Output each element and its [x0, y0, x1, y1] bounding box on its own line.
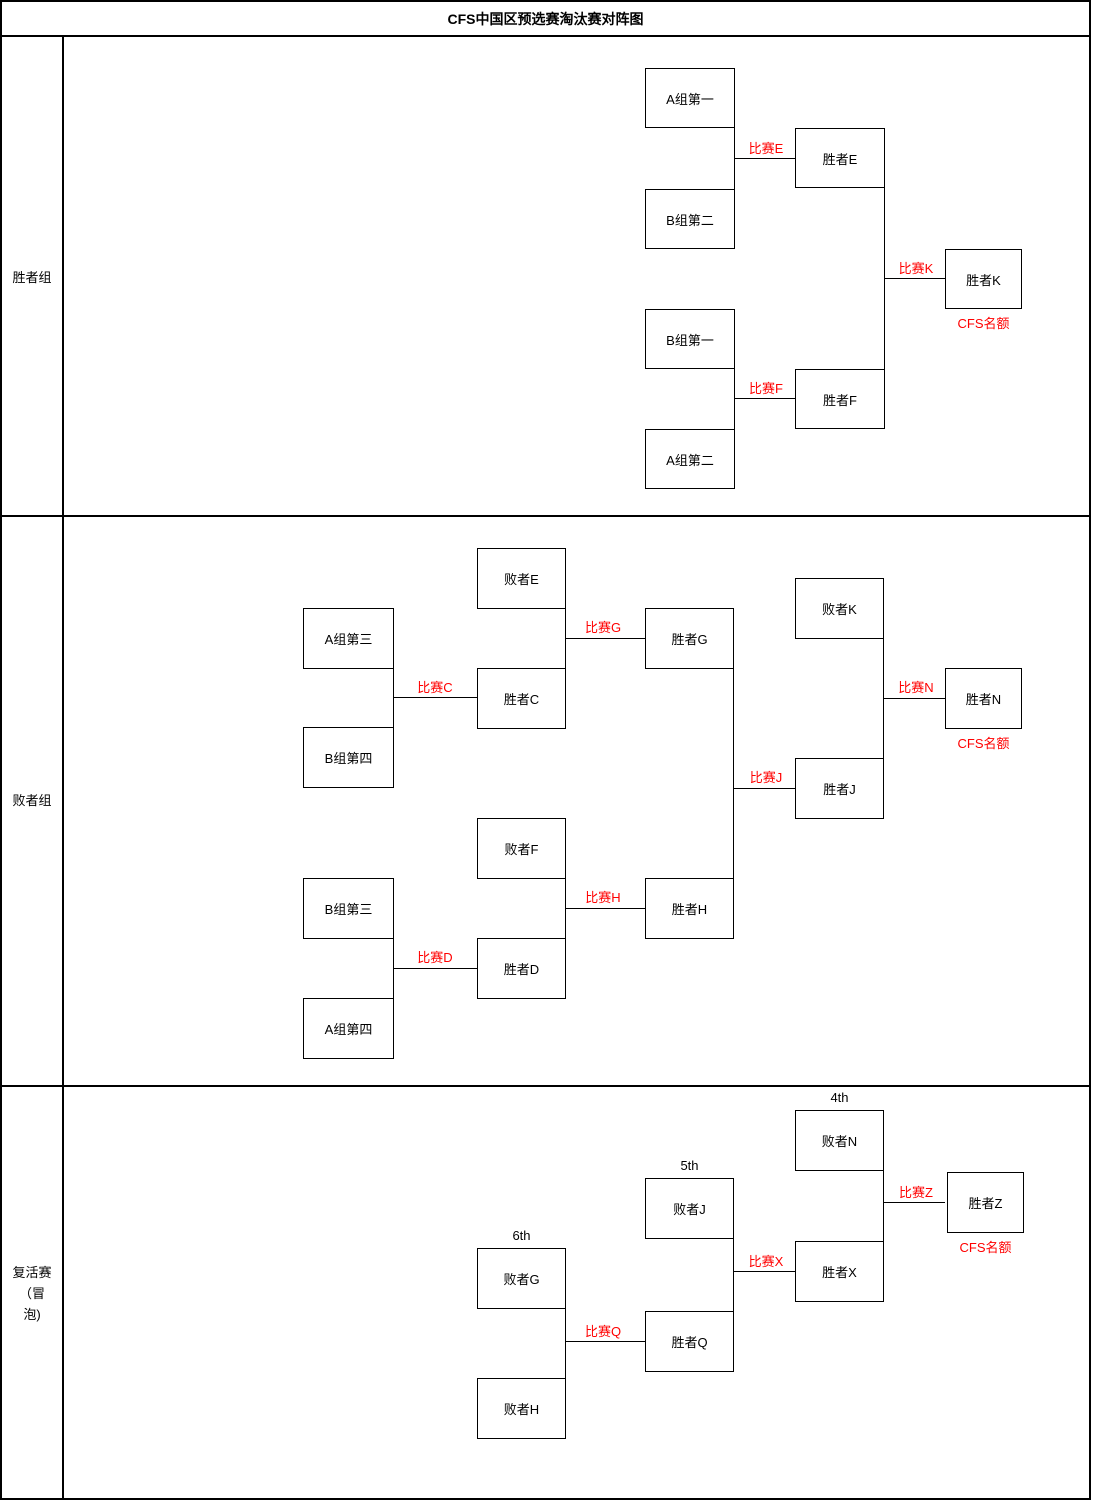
- connector-match-j-horizontal: [733, 788, 795, 789]
- bracket-box-winner-k[interactable]: 胜者K: [945, 249, 1022, 309]
- match-label-j: 比赛J: [749, 770, 783, 785]
- qualification-note-n: CFS名额: [957, 736, 1010, 751]
- match-label-h: 比赛H: [585, 890, 621, 905]
- stage-label-winners: 胜者组: [12, 270, 52, 285]
- stage-label-revival-line3: 泡): [23, 1307, 41, 1322]
- connector-match-g-horizontal: [565, 638, 645, 639]
- bracket-box-w-a2[interactable]: A组第二: [645, 429, 735, 489]
- match-label-k: 比赛K: [898, 261, 934, 276]
- match-label-z: 比赛Z: [899, 1185, 933, 1200]
- stage-label-revival-line1: 复活赛: [12, 1265, 52, 1280]
- bracket-box-winner-e[interactable]: 胜者E: [795, 128, 885, 188]
- connector-match-x-vertical: [733, 1238, 734, 1312]
- match-label-f: 比赛F: [749, 381, 783, 396]
- bracket-box-loser-k[interactable]: 败者K: [795, 578, 884, 639]
- connector-match-f-horizontal: [734, 398, 795, 399]
- qualification-note-k: CFS名额: [957, 316, 1010, 331]
- bracket-box-winner-g[interactable]: 胜者G: [645, 608, 734, 669]
- match-label-d: 比赛D: [417, 950, 453, 965]
- connector-match-c-horizontal: [393, 697, 478, 698]
- connector-match-x-horizontal: [733, 1271, 795, 1272]
- connector-match-f-vertical: [734, 369, 735, 430]
- bracket-box-l-b4[interactable]: B组第四: [303, 727, 394, 788]
- stage-label-losers: 败者组: [12, 793, 52, 808]
- bracket-box-loser-e[interactable]: 败者E: [477, 548, 566, 609]
- frame-winners-losers-divider: [0, 515, 1091, 517]
- bracket-box-l-b3[interactable]: B组第三: [303, 878, 394, 939]
- connector-match-h-horizontal: [565, 908, 645, 909]
- stage-label-revival-line2: （冒: [18, 1286, 45, 1301]
- connector-match-c-vertical: [393, 668, 394, 728]
- bracket-box-loser-g[interactable]: 败者G: [477, 1248, 566, 1309]
- match-label-c: 比赛C: [417, 680, 453, 695]
- connector-match-n-horizontal: [883, 698, 945, 699]
- bracket-box-l-a4[interactable]: A组第四: [303, 998, 394, 1059]
- page-title: CFS中国区预选赛淘汰赛对阵图: [447, 10, 644, 27]
- bracket-box-winner-c[interactable]: 胜者C: [477, 668, 566, 729]
- rank-label-fifth: 5th: [680, 1158, 699, 1173]
- frame-bottom-border: [0, 1498, 1091, 1500]
- bracket-box-loser-f[interactable]: 败者F: [477, 818, 566, 879]
- frame-right-border: [1089, 0, 1091, 1500]
- bracket-box-loser-h[interactable]: 败者H: [477, 1378, 566, 1439]
- qualification-note-z: CFS名额: [959, 1240, 1012, 1255]
- bracket-box-w-b2[interactable]: B组第二: [645, 189, 735, 249]
- bracket-box-loser-n[interactable]: 败者N: [795, 1110, 884, 1171]
- frame-title-divider: [0, 35, 1091, 37]
- connector-match-z-horizontal: [883, 1202, 945, 1203]
- bracket-box-loser-j[interactable]: 败者J: [645, 1178, 734, 1239]
- match-label-n: 比赛N: [898, 680, 934, 695]
- bracket-box-winner-x[interactable]: 胜者X: [795, 1241, 884, 1302]
- bracket-box-winner-d[interactable]: 胜者D: [477, 938, 566, 999]
- bracket-box-winner-z[interactable]: 胜者Z: [947, 1172, 1024, 1233]
- connector-match-e-horizontal: [734, 158, 795, 159]
- connector-match-q-horizontal: [565, 1341, 645, 1342]
- frame-losers-revival-divider: [0, 1085, 1091, 1087]
- match-label-q: 比赛Q: [584, 1324, 622, 1339]
- bracket-box-winner-j[interactable]: 胜者J: [795, 758, 884, 819]
- bracket-box-w-a1[interactable]: A组第一: [645, 68, 735, 128]
- match-label-g: 比赛G: [584, 620, 622, 635]
- bracket-box-winner-h[interactable]: 胜者H: [645, 878, 734, 939]
- connector-match-k-horizontal: [884, 278, 945, 279]
- bracket-box-l-a3[interactable]: A组第三: [303, 608, 394, 669]
- connector-match-k-vertical: [884, 188, 885, 370]
- connector-match-d-horizontal: [393, 968, 478, 969]
- connector-match-q-vertical: [565, 1308, 566, 1379]
- frame-top-border: [0, 0, 1091, 2]
- bracket-box-winner-n[interactable]: 胜者N: [945, 668, 1022, 729]
- frame-stage-column-divider: [62, 35, 64, 1500]
- rank-label-sixth: 6th: [512, 1228, 531, 1243]
- bracket-box-w-b1[interactable]: B组第一: [645, 309, 735, 369]
- frame-left-border: [0, 0, 2, 1500]
- match-label-e: 比赛E: [748, 141, 784, 156]
- match-label-x: 比赛X: [748, 1254, 784, 1269]
- connector-match-j-vertical: [733, 668, 734, 879]
- bracket-box-winner-q[interactable]: 胜者Q: [645, 1311, 734, 1372]
- bracket-box-winner-f[interactable]: 胜者F: [795, 369, 885, 429]
- rank-label-fourth: 4th: [830, 1090, 849, 1105]
- connector-match-z-vertical: [883, 1170, 884, 1242]
